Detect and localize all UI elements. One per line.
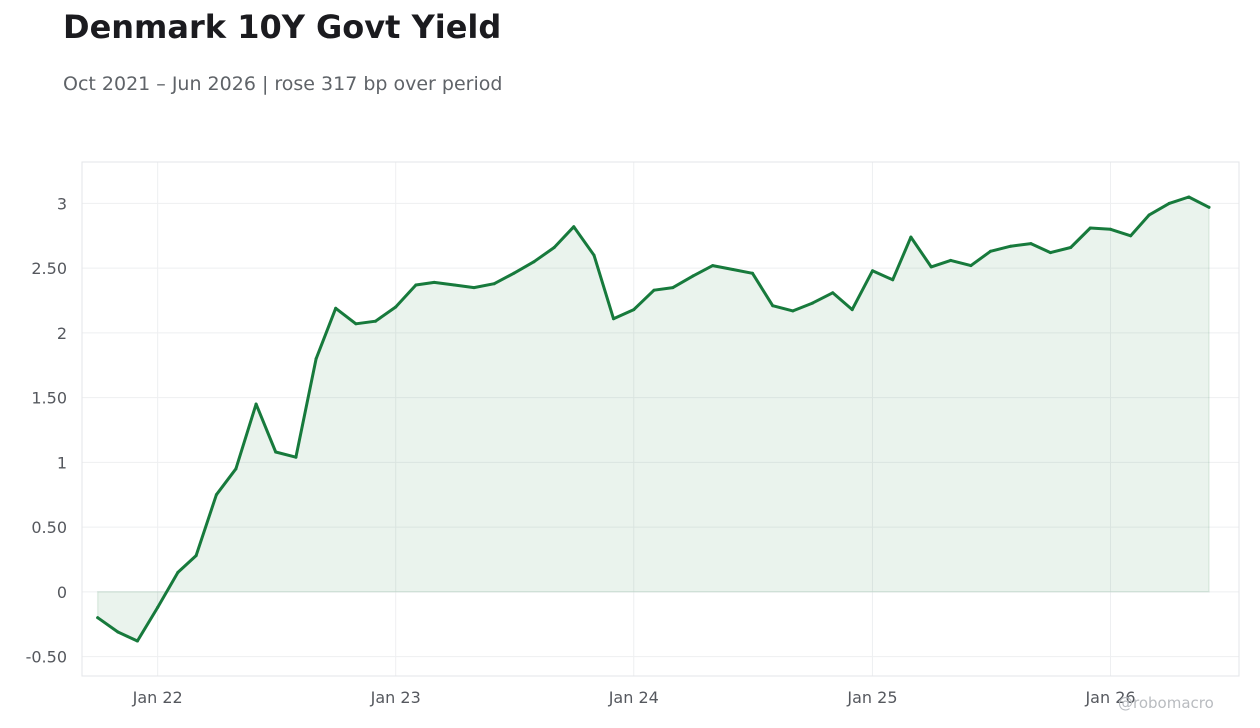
data-point (334, 306, 338, 310)
data-point (891, 278, 895, 282)
data-point (1167, 201, 1171, 205)
data-point (711, 264, 715, 268)
data-point (652, 288, 656, 292)
data-point (969, 264, 973, 268)
data-point (314, 357, 318, 361)
y-tick-label: 2.50 (31, 259, 67, 278)
data-point (572, 225, 576, 229)
data-point (354, 322, 358, 326)
data-point (909, 235, 913, 239)
y-tick-label: 1.50 (31, 389, 67, 408)
data-point (552, 246, 556, 249)
y-tick-label: 3 (57, 194, 67, 213)
data-point (532, 260, 536, 264)
data-point (1009, 244, 1013, 248)
data-point (791, 309, 795, 313)
y-tick-label: 2 (57, 324, 67, 343)
data-point (1187, 195, 1191, 199)
watermark: @robomacro (1118, 694, 1214, 712)
data-point (612, 317, 615, 321)
x-tick-label: Jan 24 (608, 688, 659, 707)
x-tick-label: Jan 26 (1084, 688, 1135, 707)
data-point (512, 271, 516, 275)
data-point (632, 308, 636, 312)
data-point (731, 268, 735, 271)
x-tick-label: Jan 22 (132, 688, 183, 707)
data-point (96, 616, 100, 620)
x-tick-label: Jan 25 (846, 688, 897, 707)
data-point (194, 554, 198, 558)
y-tick-label: 0 (57, 583, 67, 602)
data-point (156, 605, 160, 609)
y-axis-tick-labels: -0.50 0 0.50 1 1.50 2 2.50 3 (26, 194, 67, 666)
data-point (771, 304, 775, 308)
y-tick-label: 1 (57, 453, 67, 472)
data-point (831, 291, 835, 295)
data-point (1069, 246, 1073, 249)
chart-title: Denmark 10Y Govt Yield (63, 8, 502, 46)
data-point (1147, 213, 1151, 217)
data-point (1129, 234, 1133, 238)
data-point (274, 450, 278, 454)
data-point (116, 630, 120, 634)
data-point (751, 271, 754, 275)
chart-subtitle: Oct 2021 – Jun 2026 | rose 317 bp over p… (63, 73, 503, 95)
data-point (254, 402, 258, 406)
data-point (1088, 226, 1092, 230)
data-point (1049, 251, 1052, 255)
data-point (989, 249, 992, 253)
data-point (214, 493, 218, 497)
data-point (949, 258, 953, 262)
plot-area-background (82, 162, 1239, 676)
data-point (394, 305, 398, 309)
data-point (850, 308, 854, 312)
data-point (234, 467, 238, 471)
y-tick-label: 0.50 (31, 518, 67, 537)
data-point (492, 282, 496, 286)
data-points (96, 195, 1211, 643)
plot-area-frame (81, 161, 1240, 677)
data-point (1109, 227, 1112, 231)
data-point (929, 265, 933, 269)
y-tick-label: -0.50 (26, 648, 67, 667)
data-point (374, 319, 377, 323)
data-point (592, 253, 596, 257)
data-point (691, 274, 695, 278)
data-point (414, 283, 418, 287)
data-point (176, 570, 180, 574)
x-tick-label: Jan 23 (370, 688, 421, 707)
data-point (871, 269, 874, 273)
data-point (294, 455, 298, 459)
data-point (452, 283, 456, 287)
data-point (1029, 242, 1033, 246)
data-point (135, 639, 139, 643)
data-point (472, 286, 476, 290)
x-axis-tick-labels: Jan 22 Jan 23 Jan 24 Jan 25 Jan 26 (132, 688, 1136, 707)
grid-lines (82, 162, 1239, 676)
data-point (671, 286, 675, 290)
data-point (432, 280, 436, 284)
data-point (1207, 205, 1211, 209)
data-point (811, 301, 814, 305)
